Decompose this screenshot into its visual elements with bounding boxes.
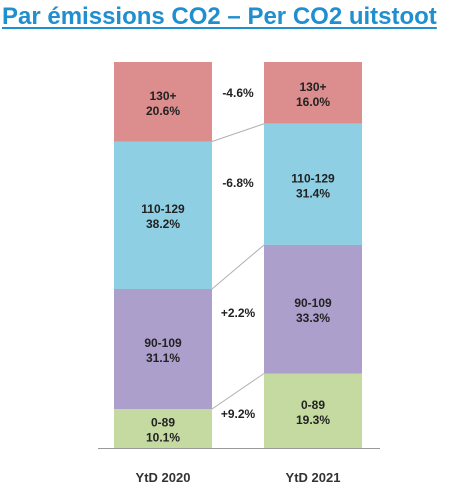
segment-value-label: 20.6%: [146, 104, 180, 118]
bar-segment-ytd-2020-90-109: [114, 288, 212, 410]
segment-range-label: 130+: [299, 80, 326, 94]
segment-value-label: 38.2%: [146, 217, 180, 231]
bar-segment-ytd-2021-0-89: [264, 373, 362, 448]
segment-value-label: 31.4%: [296, 186, 330, 200]
category-label-ytd-2021: YtD 2021: [286, 470, 341, 485]
bar-segment-ytd-2020-0-89: [114, 409, 212, 448]
segment-range-label: 110-129: [141, 202, 185, 216]
segment-range-label: 130+: [149, 89, 176, 103]
change-label-130: -4.6%: [222, 86, 254, 100]
bar-segment-ytd-2021-130: [264, 62, 362, 124]
segment-value-label: 10.1%: [146, 431, 180, 445]
bar-segment-ytd-2020-130: [114, 62, 212, 142]
category-label-ytd-2020: YtD 2020: [136, 470, 191, 485]
change-label-0-89: +9.2%: [221, 407, 256, 421]
connector-line-90-109: [211, 373, 265, 410]
segment-value-label: 33.3%: [296, 311, 330, 325]
connector-line-110-129: [211, 244, 265, 290]
segment-range-label: 0-89: [301, 398, 325, 412]
segment-value-label: 16.0%: [296, 95, 330, 109]
segment-range-label: 0-89: [151, 416, 175, 430]
segment-range-label: 90-109: [294, 296, 332, 310]
segment-range-label: 90-109: [144, 336, 182, 350]
bar-segment-ytd-2021-110-129: [264, 123, 362, 245]
change-label-90-109: +2.2%: [221, 306, 256, 320]
connector-line-130: [211, 123, 265, 142]
chart-title: Par émissions CO2 – Per CO2 uitstoot: [2, 3, 437, 30]
segment-range-label: 110-129: [291, 171, 335, 185]
segment-value-label: 19.3%: [296, 413, 330, 427]
bar-segment-ytd-2020-110-129: [114, 141, 212, 289]
change-label-110-129: -6.8%: [222, 176, 254, 190]
segment-value-label: 31.1%: [146, 351, 180, 365]
bar-segment-ytd-2021-90-109: [264, 244, 362, 374]
